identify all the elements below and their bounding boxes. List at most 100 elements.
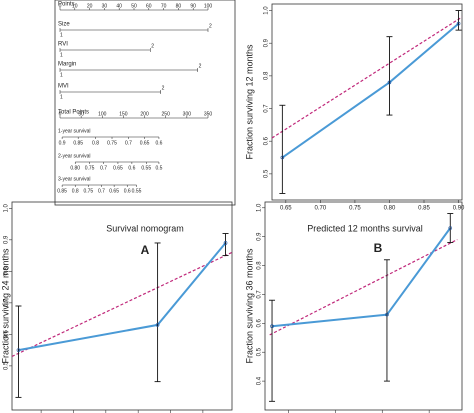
reference-line (271, 16, 463, 139)
point (448, 226, 453, 230)
tick-label: 0.85 (57, 188, 67, 194)
calibration-line (281, 22, 460, 159)
tick-label: 0.8 (72, 188, 79, 194)
y-tick-label: 0.7 (4, 298, 10, 307)
plot-frame (11, 201, 233, 411)
tick-label: 0.75 (83, 188, 93, 194)
row-label: Margin (58, 62, 76, 68)
level-label: 2 (199, 63, 202, 69)
tick-label: 80 (176, 3, 182, 9)
y-tick-label: 0.7 (257, 290, 263, 299)
x-tick-label: 0.80 (384, 206, 396, 212)
y-tick-label: 0.9 (257, 232, 263, 241)
nomogram-frame (54, 0, 236, 206)
reference-line (269, 239, 458, 336)
tick-label: 10 (72, 3, 78, 9)
plot-frame (271, 3, 463, 201)
row-label: Points (58, 2, 75, 8)
tick-label: 50 (78, 111, 84, 117)
tick-label: 90 (190, 3, 196, 9)
y-tick-label: 0.5 (264, 169, 270, 178)
level-label: 2 (162, 85, 165, 91)
x-axis-label: Predicted 12 months survival (307, 223, 423, 233)
tick-label: 0.65 (113, 165, 123, 171)
panel-label: B (374, 241, 383, 255)
tick-label: 70 (161, 3, 167, 9)
tick-label: 0.55 (141, 165, 151, 171)
plot-frame (264, 201, 463, 411)
y-tick-label: 0.8 (264, 71, 270, 80)
tick-label: 0.6 (155, 140, 162, 146)
tick-label: 0.8 (92, 140, 99, 146)
reference-line (11, 251, 233, 357)
level-label: 1 (60, 72, 63, 78)
calibration-line (271, 227, 452, 328)
y-axis-label: Fraction surviving 24 months (0, 248, 10, 364)
y-tick-label: 1.0 (4, 203, 10, 212)
tick-label: 0.6 (124, 188, 131, 194)
y-tick-label: 0.9 (264, 38, 270, 47)
tick-label: 0 (59, 3, 62, 9)
point (385, 312, 389, 317)
x-tick-label: 0.65 (280, 206, 292, 212)
tick-label: 0.7 (125, 140, 132, 146)
y-tick-label: 0.6 (264, 136, 270, 145)
point (387, 80, 392, 85)
tick-label: 300 (183, 111, 192, 117)
y-tick-label: 1.0 (264, 6, 270, 15)
row-label: 1-year survival (58, 128, 91, 134)
calibration-line (18, 242, 227, 352)
point (456, 21, 461, 26)
tick-label: 0.6 (128, 165, 135, 171)
y-tick-label: 0.6 (257, 319, 263, 328)
tick-label: 40 (116, 3, 122, 9)
tick-label: 350 (204, 111, 213, 117)
tick-label: 0.55 (132, 188, 142, 194)
row-label: MVI (58, 84, 69, 90)
tick-label: 0.65 (140, 140, 150, 146)
y-tick-label: 1.0 (257, 203, 263, 212)
tick-label: 0.75 (107, 140, 117, 146)
tick-label: 60 (146, 3, 152, 9)
y-tick-label: 0.6 (4, 330, 10, 339)
y-tick-label: 0.8 (4, 267, 10, 276)
y-tick-label: 0.5 (4, 361, 10, 370)
point (16, 348, 21, 352)
tick-label: 0.7 (100, 165, 107, 171)
level-label: 2 (209, 23, 212, 29)
y-tick-label: 0.5 (257, 347, 263, 356)
x-tick-label: 0.90 (453, 206, 465, 212)
tick-label: 30 (102, 3, 108, 9)
level-label: 1 (60, 94, 63, 100)
tick-label: 100 (204, 3, 213, 9)
y-tick-label: 0.7 (264, 104, 270, 113)
point (280, 155, 285, 160)
tick-label: 0.85 (73, 140, 83, 146)
level-label: 1 (60, 32, 63, 38)
tick-label: 150 (119, 111, 128, 117)
point (155, 323, 160, 327)
tick-label: 100 (98, 111, 107, 117)
y-axis-label: Fraction surviving 36 months (244, 248, 254, 364)
point (223, 241, 228, 245)
tick-label: 20 (87, 3, 93, 9)
tick-label: 0 (59, 111, 62, 117)
tick-label: 50 (131, 3, 137, 9)
row-label: Total Points (58, 110, 89, 116)
tick-label: 0.65 (109, 188, 119, 194)
tick-label: 0.80 (70, 165, 80, 171)
row-label: RVI (58, 42, 68, 48)
nomogram-title: Survival nomogram (106, 223, 184, 233)
panel-label: A (141, 243, 150, 257)
row-label: Size (58, 22, 70, 28)
tick-label: 0.7 (98, 188, 105, 194)
y-tick-label: 0.4 (257, 376, 263, 385)
tick-label: 200 (140, 111, 149, 117)
point (270, 324, 274, 329)
row-label: 3-year survival (58, 176, 91, 182)
row-label: 2-year survival (58, 153, 91, 159)
tick-label: 0.75 (85, 165, 95, 171)
x-tick-label: 0.75 (349, 206, 361, 212)
x-tick-label: 0.85 (418, 206, 430, 212)
